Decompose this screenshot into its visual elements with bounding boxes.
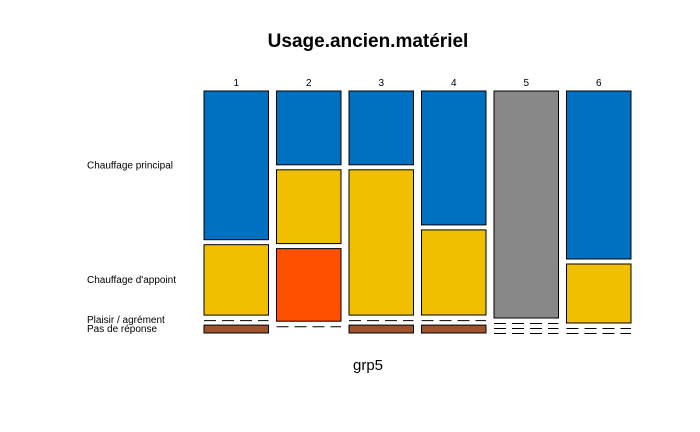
- row-labels: Chauffage principal Chauffage d'appoint Pl…: [87, 160, 176, 335]
- column-label-3: 3: [379, 78, 385, 89]
- tile-col1-chauffage-d-appoint: [203, 244, 269, 316]
- tile-col3-chauffage-principal: [348, 90, 414, 166]
- tile-col4-pas-de-reponse: [421, 324, 487, 334]
- column-label-5: 5: [524, 78, 530, 89]
- tile-col4-chauffage-principal: [421, 90, 487, 226]
- chart-title: Usage.ancien.matériel: [268, 31, 469, 52]
- tile-col1-pas-de-reponse: [203, 324, 269, 334]
- column-label-4: 4: [451, 78, 457, 89]
- column-label-2: 2: [306, 78, 312, 89]
- x-axis-label: grp5: [353, 357, 383, 374]
- tile-col3-pas-de-reponse: [348, 324, 414, 334]
- tile-col6-chauffage-principal: [566, 90, 632, 260]
- tile-col1-chauffage-principal: [203, 90, 269, 241]
- row-label-plaisir-agrement: Plaisir / agrément: [87, 315, 165, 326]
- tile-col2-chauffage-principal: [276, 90, 342, 166]
- tile-col5-chauffage-principal: [493, 90, 559, 319]
- tile-col3-chauffage-d-appoint: [348, 169, 414, 316]
- mosaic-tiles: [203, 90, 632, 334]
- column-label-6: 6: [596, 78, 602, 89]
- row-label-chauffage-d-appoint: Chauffage d'appoint: [87, 275, 176, 286]
- row-label-chauffage-principal: Chauffage principal: [87, 160, 173, 171]
- row-label-pas-de-reponse: Pas de réponse: [87, 324, 157, 335]
- tile-col2-plaisir-agrement: [276, 248, 342, 322]
- column-labels: 1 2 3 4 5 6: [234, 78, 602, 89]
- tile-col2-chauffage-d-appoint: [276, 169, 342, 245]
- tile-col6-chauffage-d-appoint: [566, 263, 632, 324]
- tile-col4-chauffage-d-appoint: [421, 229, 487, 316]
- column-label-1: 1: [234, 78, 240, 89]
